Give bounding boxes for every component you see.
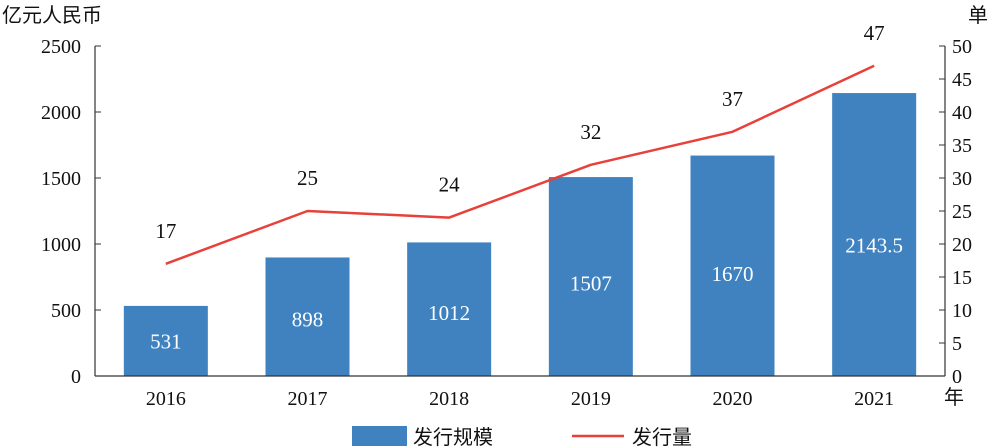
left-axis-unit: 亿元人民币 [2, 3, 102, 27]
x-tick-label-2017: 2017 [288, 388, 328, 410]
line-label-2017: 25 [297, 166, 318, 190]
legend-swatch-bar [352, 426, 407, 446]
left-tick-label-1000: 1000 [41, 234, 81, 256]
bar-label-2016: 531 [150, 329, 182, 353]
line-label-2019: 32 [580, 120, 601, 144]
right-tick-label-20: 20 [952, 234, 972, 256]
legend-label-bar: 发行规模 [413, 425, 493, 447]
bar-label-2019: 1507 [570, 271, 612, 295]
right-tick-label-5: 5 [952, 333, 962, 355]
left-tick-label-2000: 2000 [41, 102, 81, 124]
legend: 发行规模 发行量 [352, 425, 692, 447]
x-tick-label-2021: 2021 [854, 388, 894, 410]
left-tick-label-0: 0 [71, 366, 81, 388]
bar-label-2017: 898 [292, 308, 324, 332]
right-tick-label-35: 35 [952, 135, 972, 157]
axes-layer [95, 46, 945, 376]
right-tick-label-50: 50 [952, 36, 972, 58]
legend-label-line: 发行量 [632, 425, 692, 447]
right-tick-label-10: 10 [952, 300, 972, 322]
x-tick-label-2019: 2019 [571, 388, 611, 410]
left-tick-label-2500: 2500 [41, 36, 81, 58]
line-label-2018: 24 [439, 173, 461, 197]
line-layer: 17 25 24 32 37 47 [155, 21, 884, 264]
line-label-2020: 37 [722, 87, 743, 111]
bar-label-2021: 2143.5 [845, 234, 903, 258]
right-tick-label-15: 15 [952, 267, 972, 289]
right-tick-label-25: 25 [952, 201, 972, 223]
right-axis-unit: 单 [968, 3, 988, 27]
x-tick-label-2018: 2018 [429, 388, 469, 410]
right-tick-label-30: 30 [952, 168, 972, 190]
x-axis-unit: 年 [944, 385, 964, 409]
left-tick-label-500: 500 [51, 300, 81, 322]
left-tick-label-1500: 1500 [41, 168, 81, 190]
bar-label-2018: 1012 [428, 301, 470, 325]
right-tick-label-40: 40 [952, 102, 972, 124]
line-label-2016: 17 [155, 219, 176, 243]
line-label-2021: 47 [864, 21, 885, 45]
x-tick-label-2016: 2016 [146, 388, 186, 410]
bar-label-2020: 1670 [712, 262, 754, 286]
x-tick-label-2020: 2020 [713, 388, 753, 410]
right-tick-label-45: 45 [952, 69, 972, 91]
